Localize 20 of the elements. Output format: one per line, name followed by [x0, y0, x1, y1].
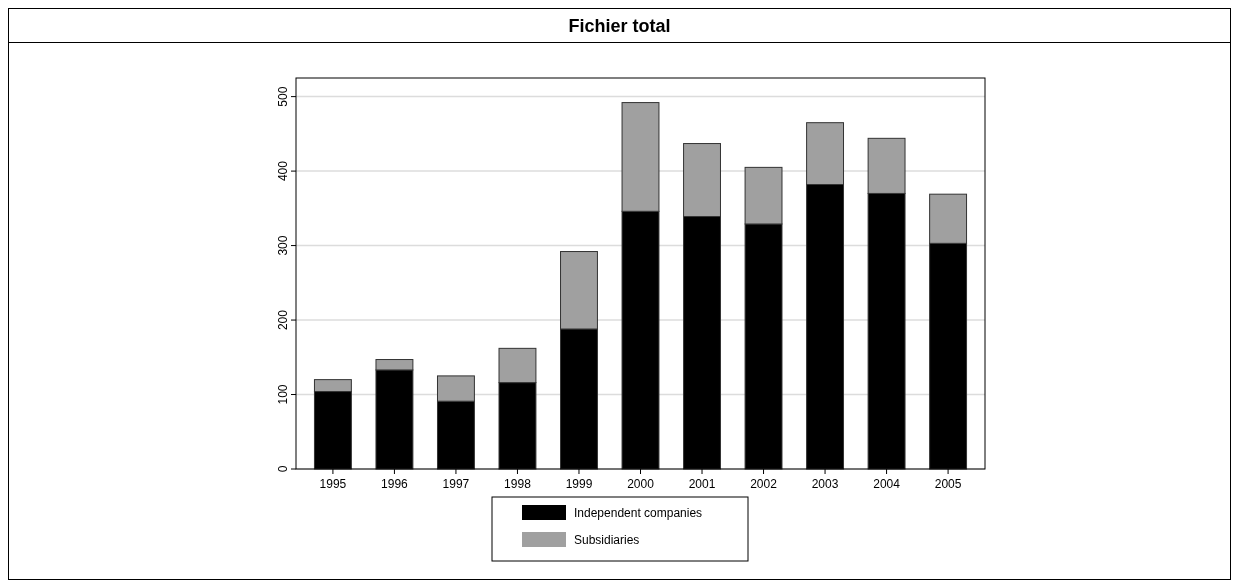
- x-tick-label: 1996: [381, 477, 409, 491]
- y-tick-label: 400: [276, 160, 290, 182]
- chart-title: Fichier total: [568, 16, 671, 36]
- y-tick-label: 0: [276, 465, 290, 473]
- x-tick-label: 1998: [504, 477, 532, 491]
- y-tick-label: 500: [276, 86, 290, 107]
- y-tick-label: 100: [276, 384, 290, 405]
- x-tick-label: 2003: [811, 477, 839, 491]
- x-tick-label: 1995: [319, 477, 347, 491]
- x-tick-label: 2005: [934, 477, 962, 491]
- x-tick-label: 2000: [627, 477, 655, 491]
- y-tick-label: 200: [276, 309, 290, 331]
- legend-label: Independent companies: [574, 506, 703, 520]
- x-tick-label: 2004: [873, 477, 901, 491]
- x-tick-label: 1999: [565, 477, 593, 491]
- x-tick-label: 2001: [688, 477, 716, 491]
- x-tick-label: 1997: [442, 477, 470, 491]
- legend-label: Subsidiaries: [574, 533, 640, 547]
- x-tick-label: 2002: [750, 477, 778, 491]
- y-tick-label: 300: [276, 235, 290, 256]
